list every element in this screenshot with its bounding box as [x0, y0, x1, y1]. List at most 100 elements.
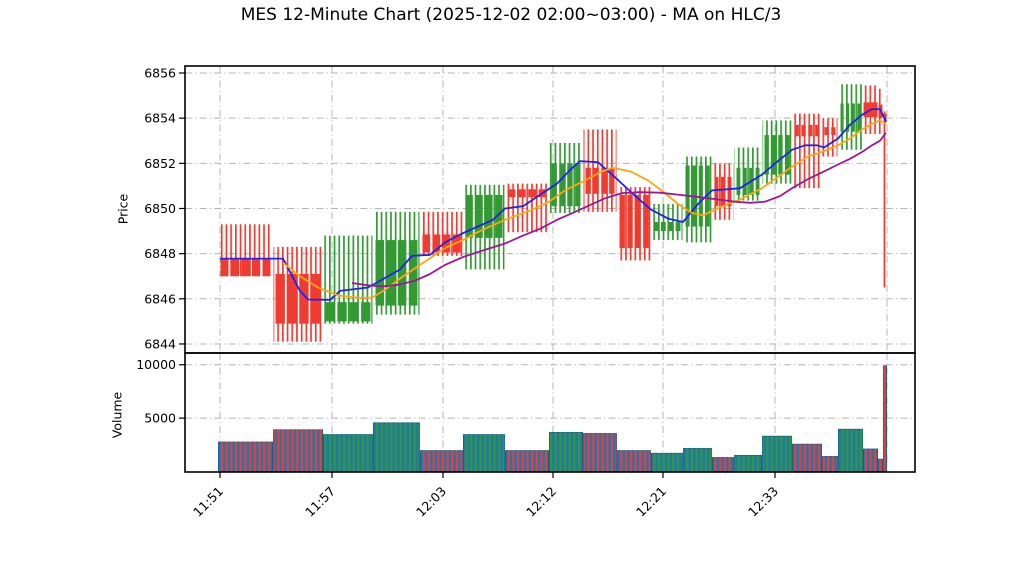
volume-bar-stripes [549, 432, 583, 472]
candle-body [517, 189, 526, 198]
candle-body [851, 103, 855, 132]
candle-body [485, 194, 493, 238]
candle-body [386, 240, 396, 306]
x-tick-label: 12:12 [523, 484, 559, 520]
volume-bar-stripes [373, 422, 420, 472]
candle-body [337, 302, 347, 322]
volume-bar [734, 454, 762, 472]
candle-group [712, 163, 734, 220]
volume-tick-label: 10000 [136, 357, 176, 372]
volume-bar [549, 432, 583, 472]
volume-bar-stripes [734, 455, 762, 472]
candle-body [801, 124, 806, 137]
candle-body [567, 163, 573, 207]
volume-bar [583, 433, 617, 472]
candle-body [815, 124, 820, 137]
volume-bar-stripes [792, 444, 822, 472]
candle-body [635, 194, 641, 248]
candle-body [559, 163, 565, 207]
volume-bar [883, 365, 887, 472]
candle-body [668, 222, 674, 232]
volume-panel-border [184, 352, 916, 473]
candle-body [262, 258, 271, 277]
price-tick-label: 6852 [144, 156, 176, 171]
price-tick-label: 6856 [144, 66, 176, 81]
candle-range-hatch [883, 111, 887, 288]
candle-body [275, 273, 285, 324]
volume-bar-stripes [762, 436, 792, 472]
x-tick-label: 11:51 [190, 484, 226, 520]
candle-body [299, 273, 309, 324]
price-axis-label: Price [115, 193, 131, 225]
ma-mid-line [282, 119, 887, 299]
candle-body [778, 135, 783, 175]
candle-group [549, 143, 583, 213]
gridlines [185, 66, 915, 472]
candle-body [495, 194, 503, 238]
volume-bar [683, 448, 712, 472]
candle-group [373, 211, 420, 315]
candle-body [585, 167, 591, 194]
volume-bar-stripes [617, 450, 651, 472]
candle-group [323, 235, 373, 324]
volume-tick-label: 5000 [144, 411, 176, 426]
candle-body [361, 302, 371, 322]
candle-body [397, 240, 407, 306]
candle-group [762, 120, 792, 184]
x-tick-label: 12:03 [413, 484, 449, 520]
ma-slow-line [351, 132, 887, 288]
candle-body [252, 258, 260, 277]
candle-group [883, 111, 887, 288]
price-tick-label: 6844 [144, 336, 176, 351]
candle-group [683, 156, 712, 243]
x-tick-label: 11:57 [302, 484, 338, 520]
candle-group [463, 184, 505, 270]
candle-body [698, 165, 703, 227]
candle-body [742, 167, 747, 195]
volume-bar [617, 450, 651, 472]
candle-body [475, 194, 483, 238]
candle-group [617, 187, 651, 261]
chart-title: MES 12-Minute Chart (2025-12-02 02:00~03… [240, 5, 782, 25]
volume-bar-stripes [863, 449, 878, 472]
volume-bar-stripes [218, 442, 273, 472]
ma-fast-line [220, 108, 887, 301]
candle-group [651, 203, 683, 241]
candle-body [755, 167, 760, 195]
candle-body [528, 189, 537, 198]
volume-bar-stripes [420, 450, 463, 472]
volume-bar-stripes [323, 434, 373, 472]
volume-bar [838, 428, 863, 472]
volume-bar-stripes [583, 433, 617, 472]
volume-bar [792, 443, 822, 472]
volume-bar-stripes [838, 429, 863, 472]
candle-body [432, 234, 441, 253]
candle-body [675, 222, 681, 232]
candle-body [442, 234, 451, 253]
candle-body [736, 167, 741, 195]
candle-body [808, 124, 813, 137]
volume-layer [218, 365, 887, 472]
candle-group [792, 113, 822, 189]
price-tick-label: 6854 [144, 111, 176, 126]
candle-body [220, 258, 229, 277]
candle-body [840, 103, 844, 132]
candle-body [764, 135, 769, 175]
candle-group [273, 246, 323, 342]
candle-body [846, 103, 850, 132]
candle-body [721, 176, 725, 207]
volume-bar-stripes [683, 448, 712, 472]
candle-body [727, 176, 732, 207]
volume-bar [273, 429, 323, 472]
volume-bar [463, 434, 505, 472]
price-tick-label: 6850 [144, 201, 176, 216]
volume-bar-stripes [822, 456, 838, 472]
candles-layer [218, 84, 887, 342]
candle-body [422, 234, 431, 253]
volume-bar-stripes [463, 434, 505, 472]
candle-body [643, 194, 649, 248]
volume-bar-stripes [651, 453, 683, 472]
price-tick-label: 6848 [144, 246, 176, 261]
